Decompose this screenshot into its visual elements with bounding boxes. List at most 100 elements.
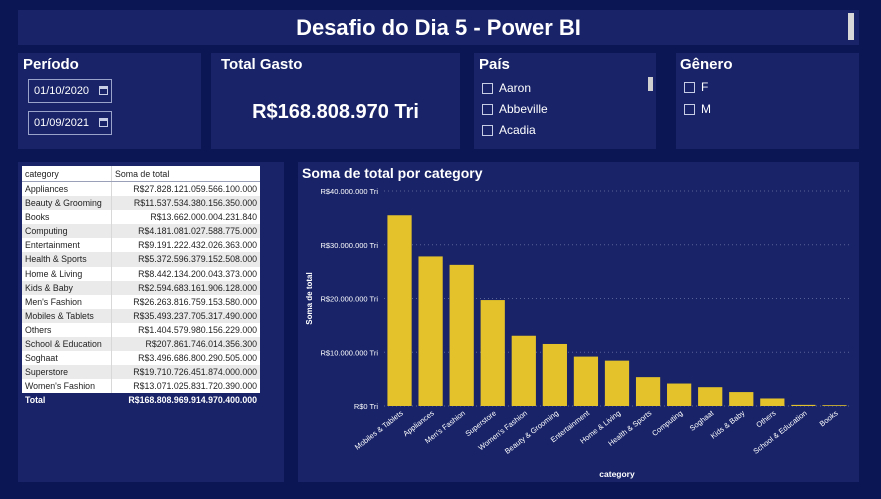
total-gasto-card: Total Gasto R$168.808.970 Tri: [211, 53, 460, 149]
end-date-value: 01/09/2021: [34, 117, 90, 129]
option-label: Abbeville: [499, 102, 548, 116]
bar: [822, 405, 847, 406]
value-cell: R$3.496.686.800.290.505.000: [138, 353, 257, 364]
x-tick-label: Books: [818, 408, 840, 428]
start-date-input[interactable]: 01/10/2020: [28, 79, 112, 103]
y-axis-label: Soma de total: [305, 272, 314, 324]
checkbox[interactable]: [482, 125, 493, 137]
category-cell: Health & Sports: [22, 252, 112, 267]
bar: [635, 377, 661, 406]
category-cell: Women's Fashion: [22, 379, 112, 394]
value-cell: R$35.493.237.705.317.490.000: [133, 310, 257, 321]
column-header-soma[interactable]: Soma de total: [115, 169, 170, 179]
bar: [698, 387, 723, 406]
y-tick-label: R$0 Tri: [354, 402, 379, 411]
page-title: Desafio do Dia 5 - Power BI: [296, 15, 581, 40]
x-tick-label: Soghaat: [688, 408, 716, 433]
checkbox[interactable]: [482, 104, 493, 116]
value-cell: R$9.191.222.432.026.363.000: [138, 240, 257, 251]
table-row[interactable]: Home & Living R$8.442.134.200.043.373.000: [22, 266, 260, 281]
total-value: R$168.808.969.914.970.400.000: [128, 395, 257, 405]
pais-option-abbeville[interactable]: Abbeville: [482, 102, 548, 118]
option-label: M: [701, 102, 711, 116]
genero-title: Gênero: [680, 56, 733, 73]
title-bar: Desafio do Dia 5 - Power BI: [18, 10, 859, 45]
bar: [760, 398, 785, 406]
category-cell: Kids & Baby: [22, 280, 112, 295]
scrollbar[interactable]: [848, 13, 854, 40]
pais-slicer: País Aaron Abbeville Acadia: [474, 53, 656, 149]
table-row[interactable]: Men's Fashion R$26.263.816.759.153.580.00…: [22, 294, 260, 309]
bar: [729, 392, 754, 406]
table-row[interactable]: Others R$1.404.579.980.156.229.000: [22, 322, 260, 338]
periodo-title: Período: [23, 56, 79, 73]
calendar-icon[interactable]: [99, 118, 108, 127]
table-row[interactable]: Health & Sports R$5.372.596.379.152.508.0…: [22, 252, 260, 267]
table-row[interactable]: Entertainment R$9.191.222.432.026.363.000: [22, 238, 260, 253]
bar: [449, 264, 474, 406]
start-date-value: 01/10/2020: [34, 85, 90, 97]
option-label: Aaron: [499, 81, 532, 95]
bar: [418, 256, 443, 406]
table-row[interactable]: Appliances R$27.828.121.059.566.100.000: [22, 182, 260, 197]
value-cell: R$1.404.579.980.156.229.000: [138, 324, 257, 335]
category-cell: Computing: [22, 224, 112, 239]
end-date-input[interactable]: 01/09/2021: [28, 111, 112, 135]
pais-title: País: [479, 56, 510, 73]
pais-option-acadia[interactable]: Acadia: [482, 123, 536, 139]
table-header: category Soma de total: [22, 166, 260, 182]
y-tick-label: R$20.000.000 Tri: [320, 295, 378, 304]
category-cell: Beauty & Grooming: [22, 196, 112, 211]
value-cell: R$27.828.121.059.566.100.000: [133, 184, 257, 194]
table-row[interactable]: Superstore R$19.710.726.451.874.000.000: [22, 365, 260, 380]
x-tick-label: Computing: [650, 408, 684, 437]
checkbox[interactable]: [482, 83, 493, 95]
category-cell: Others: [22, 322, 112, 338]
chart-card: Soma de total por category R$0 Tri R$10.00…: [298, 162, 859, 482]
value-cell: R$13.662.000.004.231.840: [150, 212, 257, 223]
y-tick-label: R$30.000.000 Tri: [320, 241, 378, 250]
table-row[interactable]: Kids & Baby R$2.594.683.161.906.128.000: [22, 280, 260, 295]
checkbox[interactable]: [684, 104, 695, 116]
total-gasto-value: R$168.808.970 Tri: [252, 101, 419, 123]
value-cell: R$8.442.134.200.043.373.000: [138, 268, 257, 279]
category-table: category Soma de total Appliances R$27.82…: [22, 166, 260, 394]
y-tick-label: R$10.000.000 Tri: [320, 348, 378, 357]
table-row[interactable]: Books R$13.662.000.004.231.840: [22, 210, 260, 225]
category-table-card: category Soma de total Appliances R$27.82…: [18, 162, 284, 482]
x-tick-label: Others: [754, 408, 777, 429]
category-cell: Superstore: [22, 365, 112, 380]
total-label: Total: [25, 395, 46, 405]
pais-option-aaron[interactable]: Aaron: [482, 81, 531, 97]
x-tick-label: Beauty & Grooming: [503, 408, 560, 455]
bar: [511, 335, 536, 406]
category-cell: School & Education: [22, 337, 112, 352]
genero-option-m[interactable]: M: [684, 102, 711, 118]
genero-option-f[interactable]: F: [684, 80, 708, 96]
chart-title: Soma de total por category: [302, 165, 483, 181]
x-tick-label: Mobiles & Tablets: [353, 408, 405, 451]
category-cell: Men's Fashion: [22, 294, 112, 309]
table-row[interactable]: Computing R$4.181.081.027.588.775.000: [22, 224, 260, 239]
bar: [542, 343, 567, 406]
calendar-icon[interactable]: [99, 86, 108, 95]
category-cell: Soghaat: [22, 351, 112, 366]
bar: [387, 215, 412, 406]
column-header-category[interactable]: category: [22, 166, 112, 181]
checkbox[interactable]: [684, 82, 695, 94]
bar: [667, 383, 692, 406]
value-cell: R$13.071.025.831.720.390.000: [133, 381, 257, 392]
table-row[interactable]: School & Education R$207.861.746.014.356.…: [22, 337, 260, 352]
category-cell: Appliances: [22, 182, 112, 197]
genero-slicer: Gênero F M: [676, 53, 859, 149]
value-cell: R$19.710.726.451.874.000.000: [133, 367, 257, 378]
table-row[interactable]: Beauty & Grooming R$11.537.534.380.156.35…: [22, 196, 260, 211]
category-cell: Entertainment: [22, 238, 112, 253]
table-row[interactable]: Soghaat R$3.496.686.800.290.505.000: [22, 351, 260, 366]
category-cell: Home & Living: [22, 266, 112, 281]
table-row[interactable]: Women's Fashion R$13.071.025.831.720.390.…: [22, 379, 260, 394]
slicer-scrollbar[interactable]: [648, 77, 653, 91]
bar: [480, 300, 505, 406]
periodo-slicer: Período 01/10/2020 01/09/2021: [18, 53, 201, 149]
table-row[interactable]: Mobiles & Tablets R$35.493.237.705.317.49…: [22, 308, 260, 323]
